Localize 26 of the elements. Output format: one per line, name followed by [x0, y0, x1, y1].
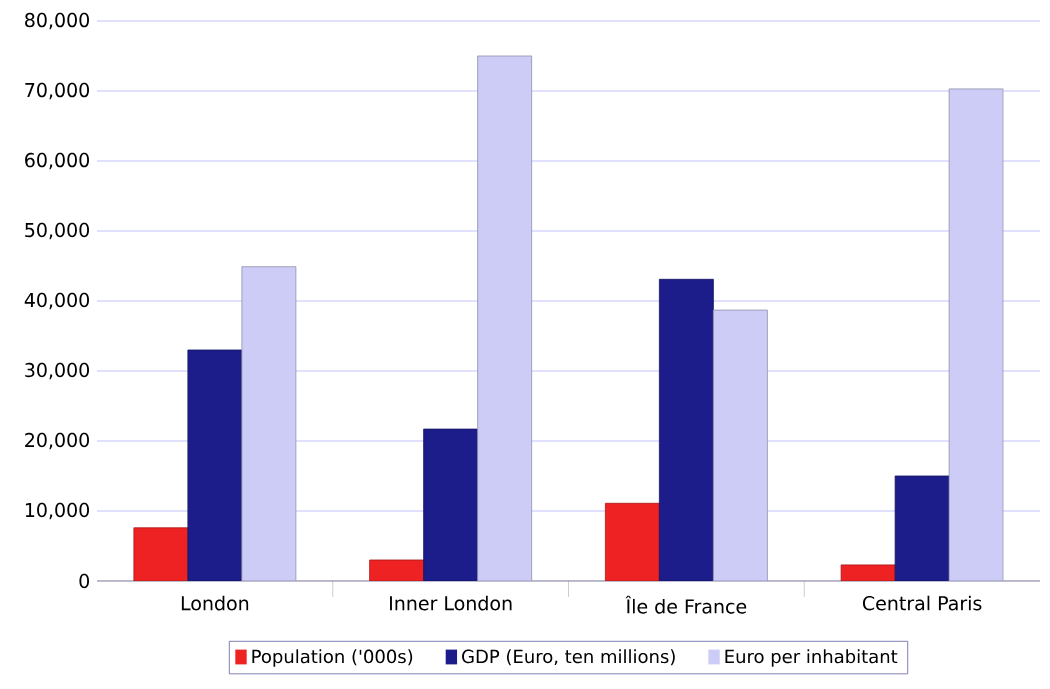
- y-tick-label: 10,000: [25, 502, 89, 520]
- bar: [658, 278, 714, 581]
- bar: [894, 475, 950, 581]
- x-tick-label: London: [181, 595, 249, 611]
- y-tick-label: 20,000: [25, 432, 89, 450]
- legend-label: Euro per inhabitant: [725, 649, 898, 667]
- legend-label: GDP (Euro, ten millions): [462, 649, 675, 666]
- bar: [133, 527, 189, 581]
- bar: [241, 266, 297, 581]
- y-tick-label: 30,000: [25, 362, 89, 380]
- bar: [187, 349, 243, 581]
- bar: [948, 88, 1004, 581]
- y-tick-label: 40,000: [24, 292, 89, 310]
- bar: [477, 55, 533, 581]
- y-tick-label: 60,000: [25, 152, 89, 170]
- x-tick-label: Inner London: [390, 595, 512, 611]
- x-tick-label: Île de France: [625, 595, 747, 614]
- y-tick-label: 0: [79, 573, 90, 589]
- bar: [712, 309, 768, 581]
- x-tick-label: Central Paris: [862, 595, 982, 611]
- y-tick-label: 70,000: [25, 82, 89, 100]
- y-tick-label: 50,000: [25, 222, 89, 240]
- bar: [423, 428, 479, 581]
- legend-label: Population ('000s): [252, 649, 413, 667]
- bar: [604, 502, 660, 581]
- y-tick-label: 80,000: [25, 12, 89, 30]
